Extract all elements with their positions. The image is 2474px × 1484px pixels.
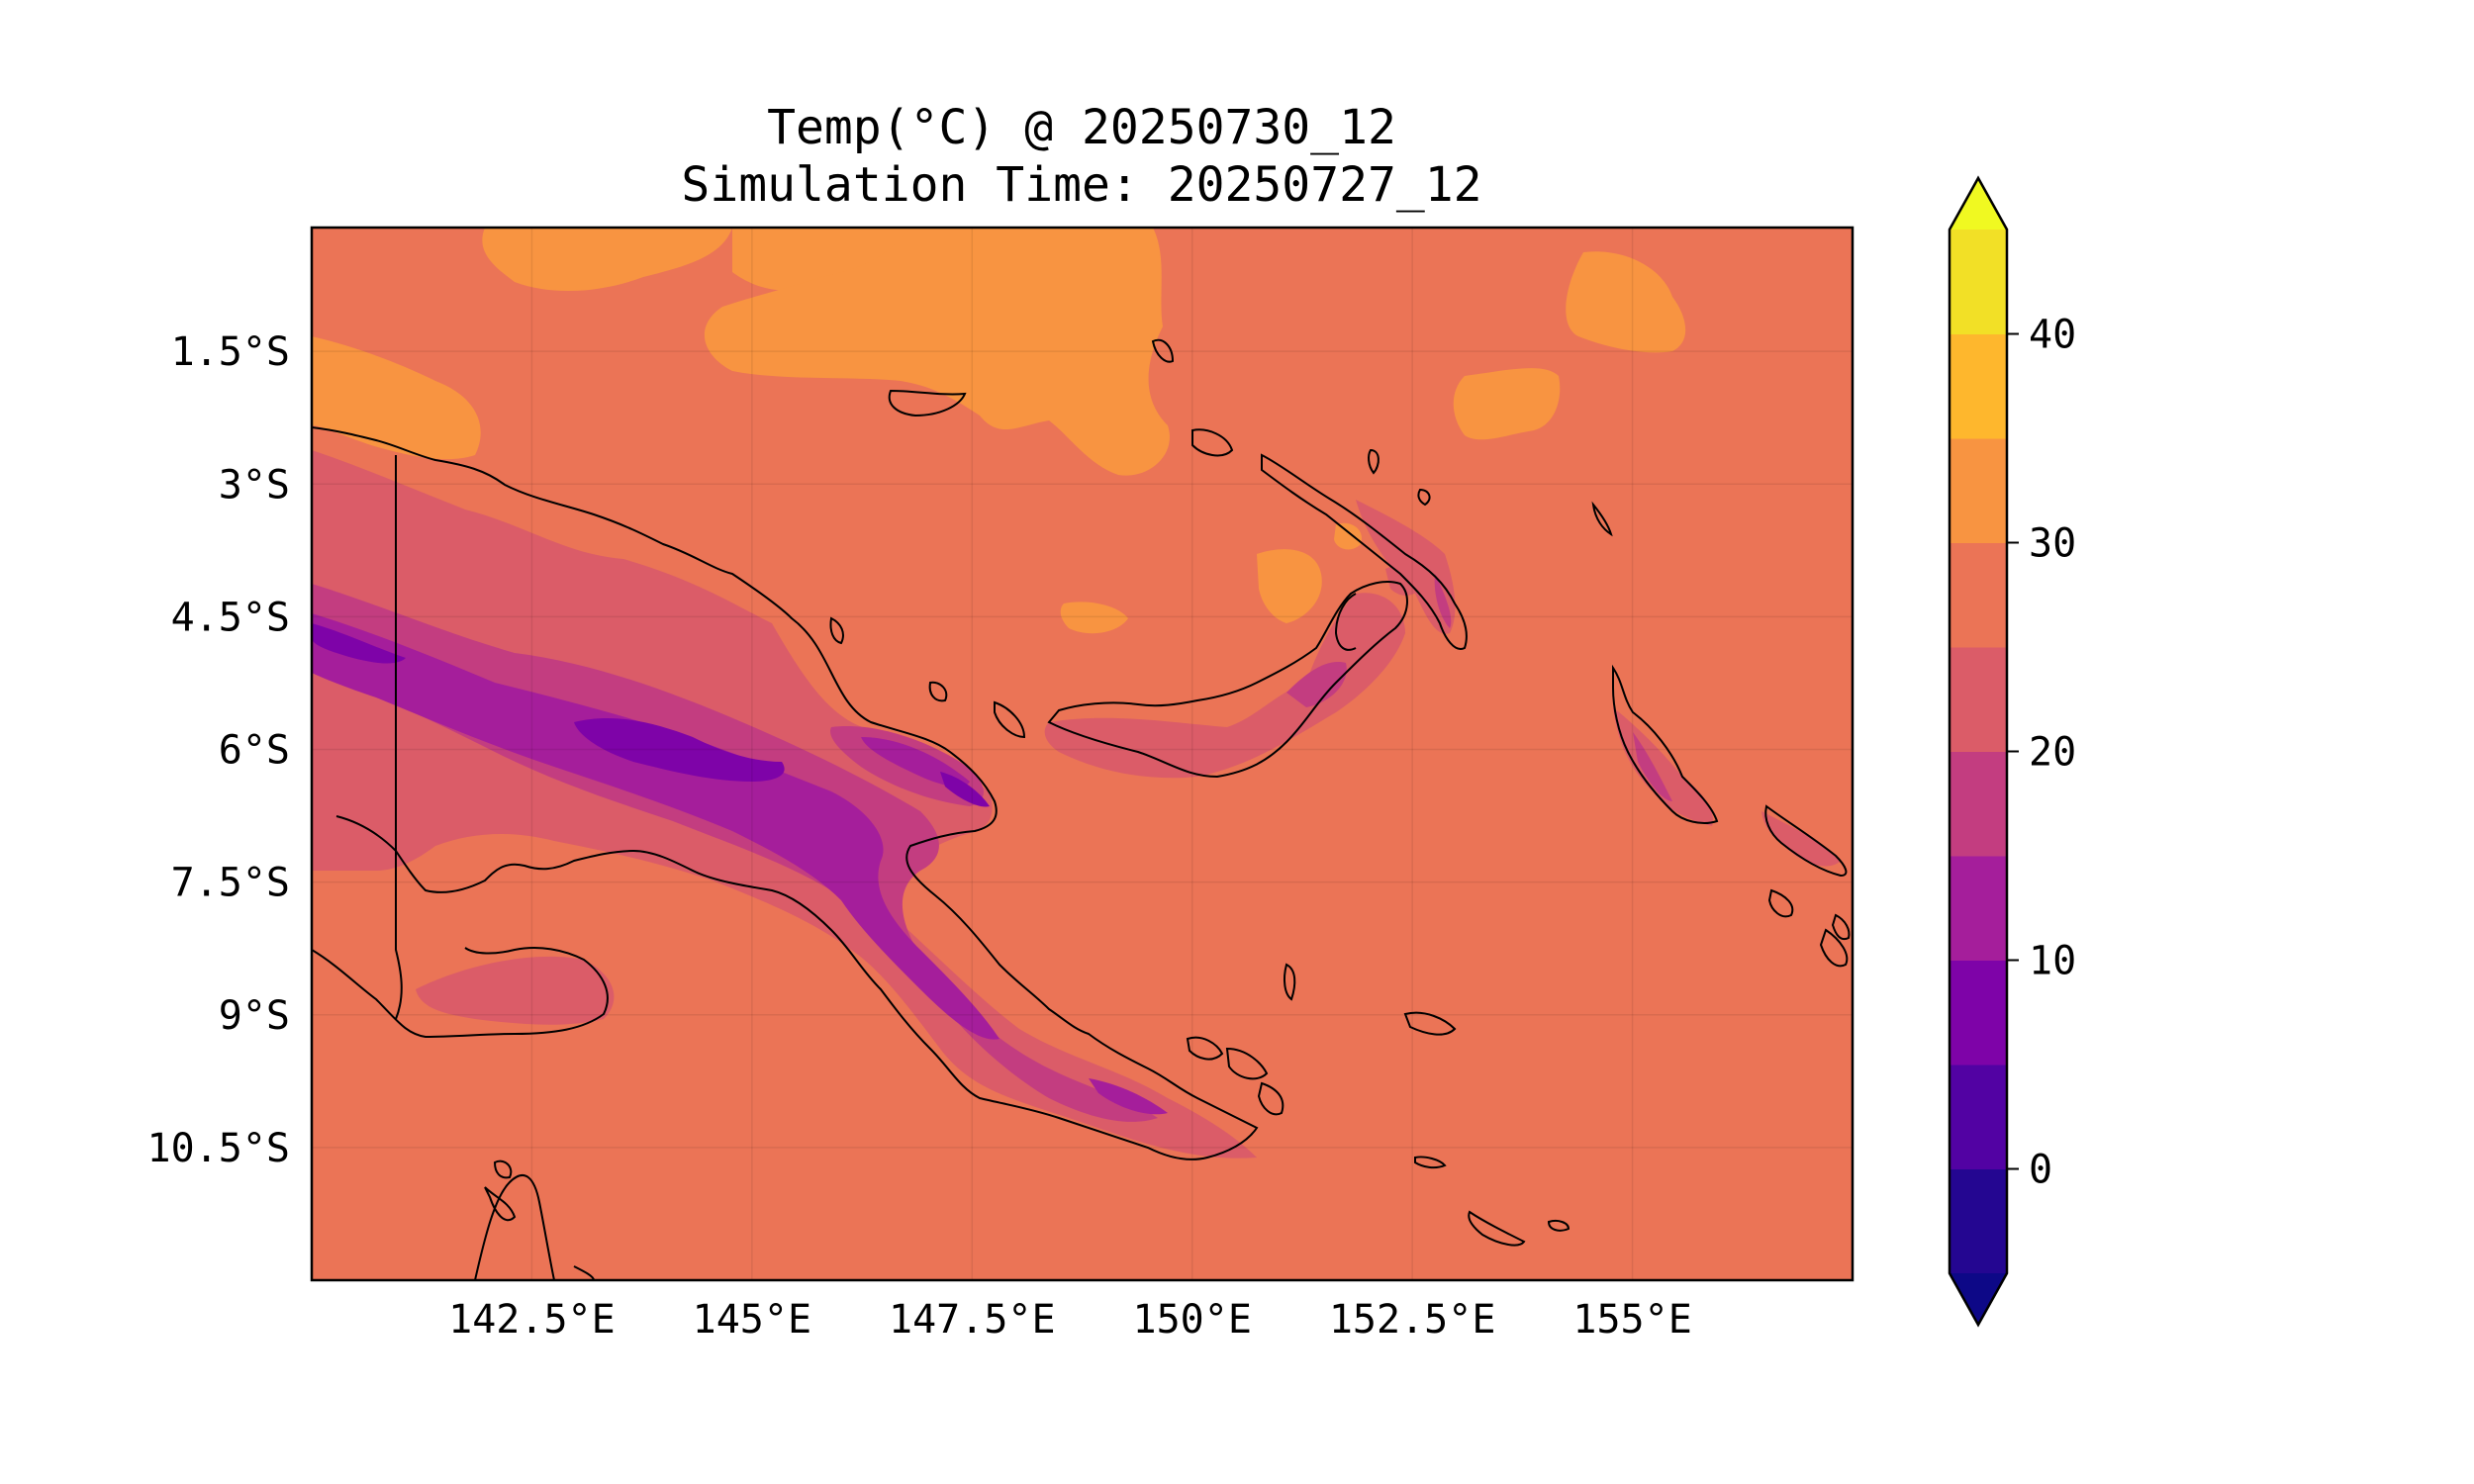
colorbar-segment bbox=[1950, 230, 2007, 334]
map-panel bbox=[312, 228, 1853, 1280]
lon-tick-label: 142.5°E bbox=[448, 1297, 616, 1343]
lon-tick-label: 155°E bbox=[1572, 1297, 1691, 1343]
colorbar-under-arrow bbox=[1950, 1273, 2007, 1325]
colorbar-segment bbox=[1950, 856, 2007, 961]
map-frame bbox=[310, 226, 1855, 1282]
title-line-1: Temp(°C) @ 20250730_12 bbox=[767, 100, 1396, 155]
subtitle-simulation-time: Simulation Time: 20250727_12 bbox=[681, 157, 1481, 213]
lat-tick-label: 7.5°S bbox=[171, 861, 290, 906]
colorbar-tick-label: 40 bbox=[2029, 313, 2076, 358]
colorbar-over-arrow bbox=[1950, 178, 2007, 230]
warm-sea-regions bbox=[312, 228, 1686, 634]
colorbar-segment bbox=[1950, 333, 2007, 439]
lat-tick-label: 4.5°S bbox=[171, 595, 290, 640]
colorbar-outline bbox=[1948, 175, 2009, 1328]
lat-tick-label: 1.5°S bbox=[171, 329, 290, 375]
colorbar-tick-label: 30 bbox=[2029, 521, 2076, 567]
colorbar-segment bbox=[1950, 960, 2007, 1066]
lat-tick-label: 10.5°S bbox=[147, 1126, 291, 1171]
colorbar-tick-label: 20 bbox=[2029, 730, 2076, 776]
lat-tick-label: 6°S bbox=[219, 728, 290, 774]
colorbar-tick-label: 0 bbox=[2029, 1148, 2052, 1193]
coastlines bbox=[312, 338, 1851, 1280]
colorbar-segment bbox=[1950, 1168, 2007, 1274]
lat-tick-label: 3°S bbox=[219, 462, 290, 508]
temperature-colorbar: 0 10 20 30 40 bbox=[1948, 175, 2076, 1328]
lon-tick-label: 145°E bbox=[693, 1297, 811, 1343]
lon-tick-label: 150°E bbox=[1133, 1297, 1252, 1343]
colorbar-segment bbox=[1950, 438, 2007, 543]
latitude-axis: 1.5°S 3°S 4.5°S 6°S 7.5°S 9°S 10.5°S bbox=[147, 329, 291, 1171]
map-gridlines bbox=[312, 228, 1853, 1280]
colorbar-segment bbox=[1950, 751, 2007, 857]
colorbar-segment bbox=[1950, 1065, 2007, 1169]
longitude-axis: 142.5°E 145°E 147.5°E 150°E 152.5°E 155°E bbox=[448, 1297, 1692, 1343]
lat-tick-label: 9°S bbox=[219, 993, 290, 1039]
lon-tick-label: 152.5°E bbox=[1329, 1297, 1496, 1343]
colorbar-segment bbox=[1950, 542, 2007, 648]
lon-tick-label: 147.5°E bbox=[889, 1297, 1056, 1343]
colorbar-segment bbox=[1950, 647, 2007, 752]
colorbar-tick-label: 10 bbox=[2029, 939, 2076, 984]
peaks-5-10 bbox=[312, 623, 990, 807]
